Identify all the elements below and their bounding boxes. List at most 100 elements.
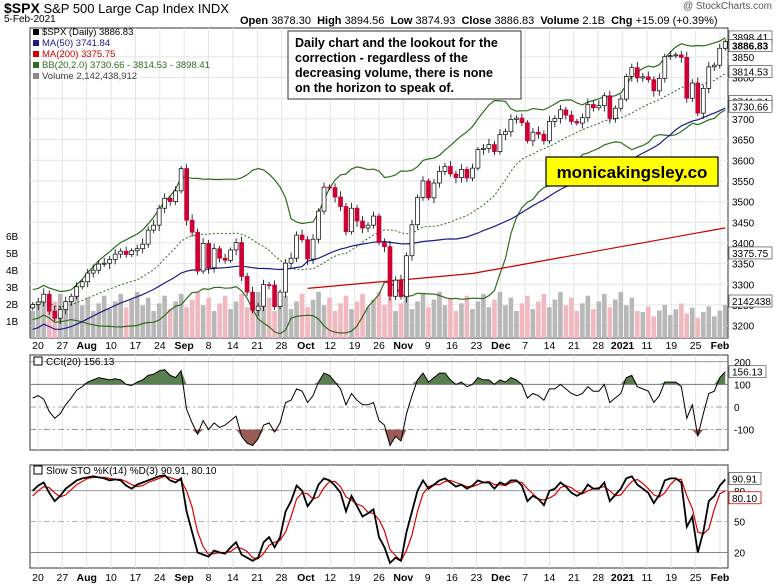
volume-bar (497, 291, 503, 338)
y-tick-label: 3450 (732, 218, 755, 229)
x-tick-label: 21 (568, 340, 580, 352)
volume-bar (486, 307, 492, 338)
volume-bar (96, 303, 102, 338)
volume-bar (519, 303, 525, 338)
candle (536, 131, 541, 135)
x-tick-label: 9 (425, 340, 431, 352)
volume-bar (239, 293, 244, 338)
volume-bar (112, 301, 118, 338)
right-value-label: 3730.66 (732, 102, 769, 113)
candle (486, 144, 492, 149)
volume-tick-label: 1B (6, 317, 19, 328)
volume-tick-label: 2B (6, 300, 19, 311)
high-label: High (317, 15, 342, 27)
candle (662, 56, 668, 79)
candle (393, 279, 398, 297)
volume-bar (338, 303, 343, 338)
candle (607, 95, 613, 119)
candle (332, 187, 338, 198)
volume-bar (167, 309, 173, 338)
volume-label: Volume (540, 15, 580, 27)
volume-bar (706, 306, 712, 338)
volume-bar (211, 311, 217, 338)
candle (68, 295, 74, 302)
volume-bar (371, 299, 376, 338)
candle (310, 238, 316, 260)
x-tick-label-bottom: 28 (592, 572, 604, 584)
x-tick-label-bottom: 20 (32, 572, 44, 584)
cci-last-box (728, 365, 767, 379)
candle (173, 190, 178, 202)
y-tick-label: 3700 (732, 115, 755, 126)
volume-bar (387, 297, 393, 338)
volume-bar (640, 312, 646, 338)
volume-bar (722, 304, 728, 338)
candle (475, 149, 481, 169)
x-tick-label-bottom: 16 (446, 572, 458, 584)
volume-bar (552, 299, 558, 338)
x-tick-label: 8 (206, 340, 212, 352)
volume-bar (624, 305, 629, 338)
volume-bar (272, 311, 277, 338)
x-tick-label: 10 (105, 340, 117, 352)
candle (90, 269, 96, 274)
candle (239, 242, 244, 277)
x-tick-label: 28 (592, 340, 604, 352)
candle (558, 109, 563, 119)
candle (266, 284, 272, 287)
sto-d-label: 80.10 (732, 494, 757, 505)
exchange: INDX (197, 1, 229, 16)
volume-bar (684, 313, 690, 338)
x-tick-label-bottom: 7 (522, 572, 528, 584)
candle (30, 304, 36, 309)
candle (442, 166, 448, 172)
high-value: 3894.56 (344, 15, 385, 27)
right-value-box (728, 99, 773, 113)
candle (365, 224, 371, 229)
candle (57, 309, 63, 319)
volume-bar (481, 293, 486, 338)
volume-bar (530, 309, 536, 338)
volume-bar (508, 297, 514, 338)
x-tick-label-bottom: 8 (206, 572, 212, 584)
candle (585, 104, 591, 119)
candle (277, 291, 283, 307)
candle (706, 66, 712, 89)
volume-bar (585, 295, 591, 338)
volume-bar (376, 291, 382, 338)
candle (316, 210, 321, 240)
volume-bar (541, 293, 547, 338)
candle (354, 207, 360, 222)
candle (101, 262, 107, 265)
y-tick-label: 3600 (732, 156, 755, 167)
candle (167, 197, 173, 202)
volume-right-box (728, 294, 773, 308)
candle (283, 262, 288, 293)
candle (376, 215, 382, 243)
x-tick-label: 2021 (611, 340, 635, 352)
candle (464, 169, 470, 179)
ma200-legend-swatch (33, 51, 39, 57)
candle (178, 168, 184, 192)
x-tick-label-bottom: Feb (711, 572, 730, 584)
candle (415, 197, 420, 226)
x-tick-label-bottom: 10 (105, 572, 117, 584)
volume-bar (415, 301, 420, 338)
sto-d-line (32, 475, 726, 562)
y-tick-label: 3650 (732, 136, 755, 147)
volume-bar (316, 291, 321, 338)
volume-bar (35, 303, 41, 338)
x-tick-label: Oct (297, 340, 315, 352)
candle (184, 168, 189, 221)
x-tick-label: 12 (324, 340, 336, 352)
volume-bar (662, 304, 668, 338)
volume-bar (437, 291, 442, 338)
candle (613, 107, 618, 119)
candle (129, 250, 135, 255)
candle (74, 286, 80, 297)
volume-bar (547, 307, 552, 338)
x-tick-label: 27 (57, 340, 69, 352)
x-tick-label: 19 (349, 340, 361, 352)
chg-value: +15.09 (+0.39%) (635, 15, 718, 27)
x-tick-label-bottom: 11 (641, 572, 652, 584)
